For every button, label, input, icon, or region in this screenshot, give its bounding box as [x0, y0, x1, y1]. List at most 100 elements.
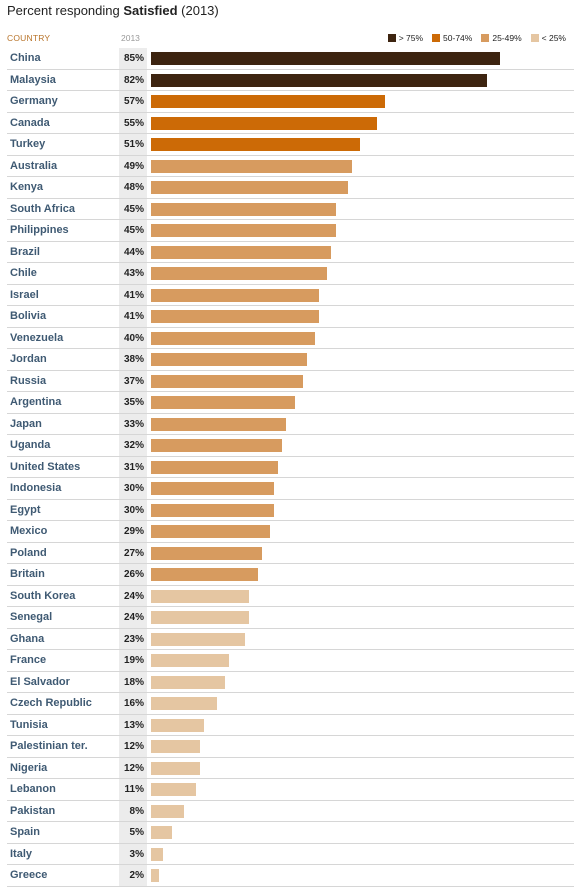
row-divider — [7, 326, 574, 328]
bar — [151, 52, 500, 65]
row-divider — [7, 563, 574, 564]
country-label: Philippines — [10, 224, 69, 236]
value-label: 23% — [123, 633, 144, 645]
country-column-header: COUNTRY — [7, 33, 51, 43]
country-label: Indonesia — [10, 482, 62, 494]
legend-item-over-75: > 75% — [387, 33, 423, 43]
value-label: 57% — [123, 96, 144, 107]
table-row: South Africa 45% — [0, 199, 574, 220]
table-row: Greece 2% — [0, 865, 574, 887]
bar — [151, 525, 270, 538]
row-divider — [7, 176, 574, 177]
value-label: 27% — [123, 547, 144, 559]
value-label: 43% — [123, 268, 144, 279]
country-label: Bolivia — [10, 310, 47, 322]
bar — [151, 245, 332, 259]
row-divider — [7, 219, 574, 220]
chart-title: Percent responding Satisfied (2013) — [7, 3, 219, 18]
legend-swatch — [481, 34, 490, 42]
value-label: 48% — [123, 182, 144, 193]
country-label: Britain — [10, 568, 45, 580]
row-divider — [7, 821, 574, 822]
table-row: Czech Republic 16% — [0, 693, 574, 715]
legend-swatch — [387, 34, 396, 42]
country-label: South Africa — [10, 202, 75, 215]
value-label: 37% — [123, 375, 144, 387]
bar — [151, 159, 352, 173]
table-row: Tunisia 13% — [0, 715, 574, 736]
row-divider — [7, 756, 574, 758]
value-label: 44% — [123, 246, 144, 258]
bar — [151, 310, 320, 323]
row-divider — [7, 369, 574, 371]
legend-swatch — [530, 34, 539, 42]
legend-label: < 25% — [541, 33, 566, 43]
country-label: Argentina — [10, 396, 62, 408]
bar — [151, 460, 279, 474]
row-divider — [7, 498, 574, 500]
bar — [151, 589, 250, 603]
legend-item-50-74: 50-74% — [432, 33, 472, 43]
table-row: Nigeria 12% — [0, 758, 574, 779]
country-label: Venezuela — [10, 331, 64, 344]
table-row: Venezuela 40% — [0, 328, 574, 349]
country-label: Israel — [10, 288, 39, 301]
bar — [151, 869, 160, 882]
value-label: 38% — [123, 354, 144, 365]
row-divider — [7, 627, 574, 629]
title-suffix: (2013) — [177, 3, 219, 18]
country-label: Turkey — [10, 138, 46, 150]
value-label: 40% — [123, 332, 144, 344]
table-row: El Salvador 18% — [0, 672, 574, 693]
value-label: 41% — [123, 289, 144, 301]
table-row: Japan 33% — [0, 414, 574, 435]
value-label: 31% — [123, 461, 144, 473]
bar — [151, 546, 262, 560]
table-row: France 19% — [0, 650, 574, 672]
row-divider — [7, 842, 574, 844]
table-row: Poland 27% — [0, 543, 574, 564]
bar — [151, 675, 225, 689]
row-divider — [7, 262, 574, 263]
table-row: Malaysia 82% — [0, 70, 574, 91]
bar — [151, 826, 172, 839]
value-label: 85% — [123, 53, 144, 64]
row-divider — [7, 434, 574, 435]
bar — [151, 417, 287, 431]
country-label: Uganda — [10, 439, 51, 451]
bar — [151, 804, 184, 818]
value-label: 29% — [123, 526, 144, 537]
row-divider — [7, 68, 574, 70]
country-label: Senegal — [10, 611, 53, 623]
country-label: Jordan — [10, 353, 47, 365]
country-label: El Salvador — [10, 675, 70, 688]
bar — [151, 611, 250, 624]
legend-item-under-25: < 25% — [530, 33, 566, 43]
country-label: Italy — [10, 847, 33, 860]
bar — [151, 396, 295, 409]
country-label: Kenya — [10, 181, 44, 193]
value-label: 19% — [123, 655, 144, 666]
table-row: Britain 26% — [0, 564, 574, 586]
row-divider — [7, 735, 574, 736]
row-divider — [7, 477, 574, 478]
bar — [151, 632, 246, 646]
table-row: Israel 41% — [0, 285, 574, 306]
row-divider — [7, 133, 574, 134]
country-label: France — [10, 654, 47, 666]
row-divider — [7, 283, 574, 285]
value-label: 11% — [124, 784, 144, 795]
bar — [151, 224, 336, 237]
bar — [151, 761, 201, 775]
row-divider — [7, 90, 574, 91]
value-label: 45% — [123, 203, 144, 215]
table-row: Uganda 32% — [0, 435, 574, 457]
country-label: Russia — [10, 374, 47, 387]
bar — [151, 374, 303, 388]
table-row: South Korea 24% — [0, 586, 574, 607]
value-label: 51% — [123, 139, 144, 150]
row-divider — [7, 455, 574, 457]
row-divider — [7, 154, 574, 156]
country-label: Czech Republic — [10, 697, 92, 709]
value-label: 16% — [123, 698, 144, 709]
